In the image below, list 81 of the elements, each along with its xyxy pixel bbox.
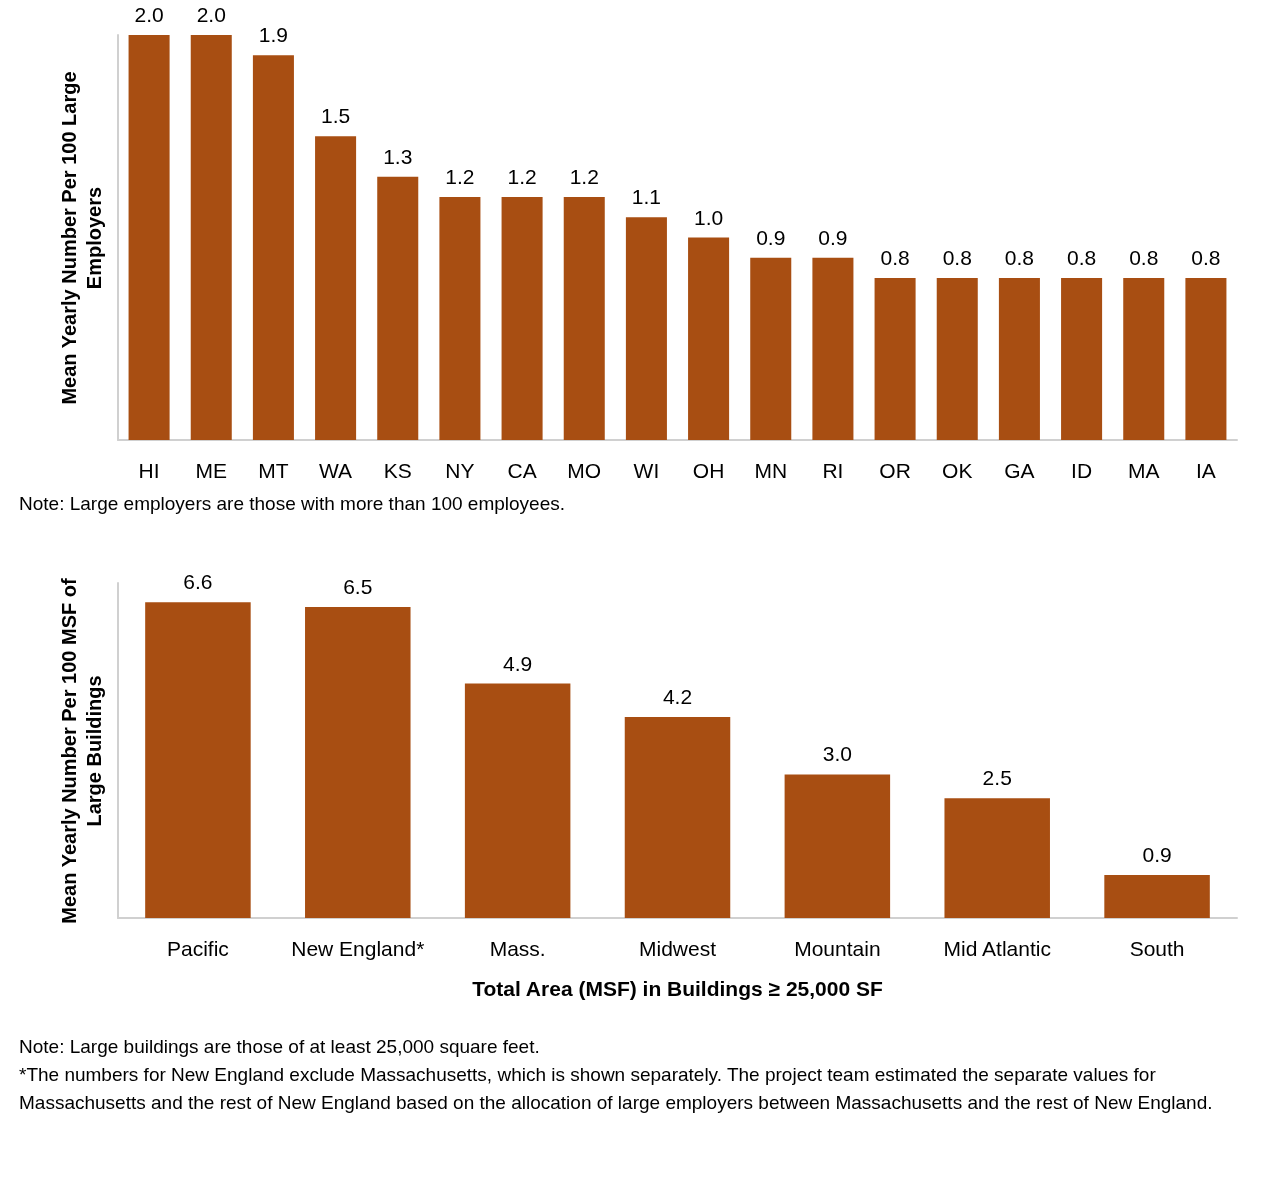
bar [812,257,854,440]
bar [936,278,978,440]
data-label: 0.8 [1129,246,1159,269]
data-label: 0.8 [1191,246,1221,269]
x-tick-label: Mass. [489,937,546,960]
data-label: 4.9 [503,651,533,675]
data-label: 0.8 [880,246,910,269]
x-tick-label: RI [822,459,844,482]
data-label: 0.8 [942,246,972,269]
data-label: 6.6 [183,570,213,594]
x-tick-label: ID [1071,459,1093,482]
data-label: 2.0 [134,3,164,26]
bar [501,197,543,440]
x-tick-label: HI [138,459,160,482]
x-tick-label: GA [1004,459,1035,482]
text: Note: Large buildings are those of at least 25,000 square feet. [18,1035,541,1059]
bar [439,197,481,440]
data-label: 0.8 [1066,246,1097,269]
x-tick-label: MN [754,459,788,482]
bar [1061,278,1103,440]
x-tick-label: Midwest [638,937,717,960]
text: *The numbers for New England exclude Massachusetts, which is shown separately. The project team estimated the separate values for Massachusetts and the rest of New England based on the allocation of large employers between Massachusetts and the rest of New England. [18,1063,1214,1115]
x-tick-label: WI [633,459,660,482]
data-label: 4.2 [662,685,693,708]
data-label: 0.9 [818,225,848,249]
data-label: 0.8 [1004,246,1035,269]
bar [998,278,1040,440]
bar [377,176,419,440]
x-tick-label: KS [383,459,412,482]
text: Note: Large employers are those with more than 100 employees. [18,492,567,516]
bar [688,237,730,440]
data-label: 1.9 [258,23,289,47]
bar [944,798,1050,918]
x-tick-label: New England* [291,937,425,960]
x-tick-label: South [1129,937,1185,960]
bar [190,35,232,440]
bar [145,602,251,918]
bar [305,606,411,918]
x-tick-label: Mountain [794,937,881,960]
bar [874,278,916,440]
data-label: 1.1 [631,185,662,209]
bar [624,717,731,918]
bar [315,136,357,440]
x-tick-label: MT [258,459,289,482]
bar [464,683,571,918]
y-axis-title: Mean Yearly Number Per 100 MSF of Large Buildings [57,576,106,926]
bar [128,35,170,440]
bar [1185,278,1227,440]
x-tick-label: IA [1195,459,1216,482]
data-label: 1.2 [445,165,475,188]
data-label: 2.0 [196,3,226,26]
bar [252,55,294,440]
data-label: 1.2 [569,165,599,188]
data-label: 2.5 [982,766,1012,790]
x-tick-label: CA [507,459,537,482]
x-tick-label: OR [879,459,911,482]
bar [1104,874,1210,918]
x-tick-label: OH [692,459,725,482]
x-tick-label: WA [319,459,353,482]
data-label: 0.9 [1142,842,1172,866]
x-axis-title: Total Area (MSF) in Buildings ≥ 25,000 SF [472,977,883,1000]
x-tick-label: MA [1128,459,1160,482]
bar [625,217,667,440]
x-tick-label: NY [445,459,475,482]
x-tick-label: Mid Atlantic [943,937,1051,960]
data-label: 1.0 [693,205,724,229]
x-tick-label: Pacific [167,937,229,960]
data-label: 3.0 [822,742,852,766]
x-tick-label: MO [567,459,602,482]
data-label: 1.2 [507,165,537,188]
data-label: 6.5 [343,574,373,598]
data-label: 0.9 [756,225,786,249]
data-label: 1.5 [320,104,351,128]
y-axis-title: Mean Yearly Number Per 100 Large Employers [57,69,106,407]
bar [784,774,891,918]
bar [1123,278,1165,440]
bar [750,257,792,440]
x-tick-label: ME [195,459,227,482]
data-label: 1.3 [383,144,413,168]
x-tick-label: OK [942,459,973,482]
bar [563,197,605,440]
